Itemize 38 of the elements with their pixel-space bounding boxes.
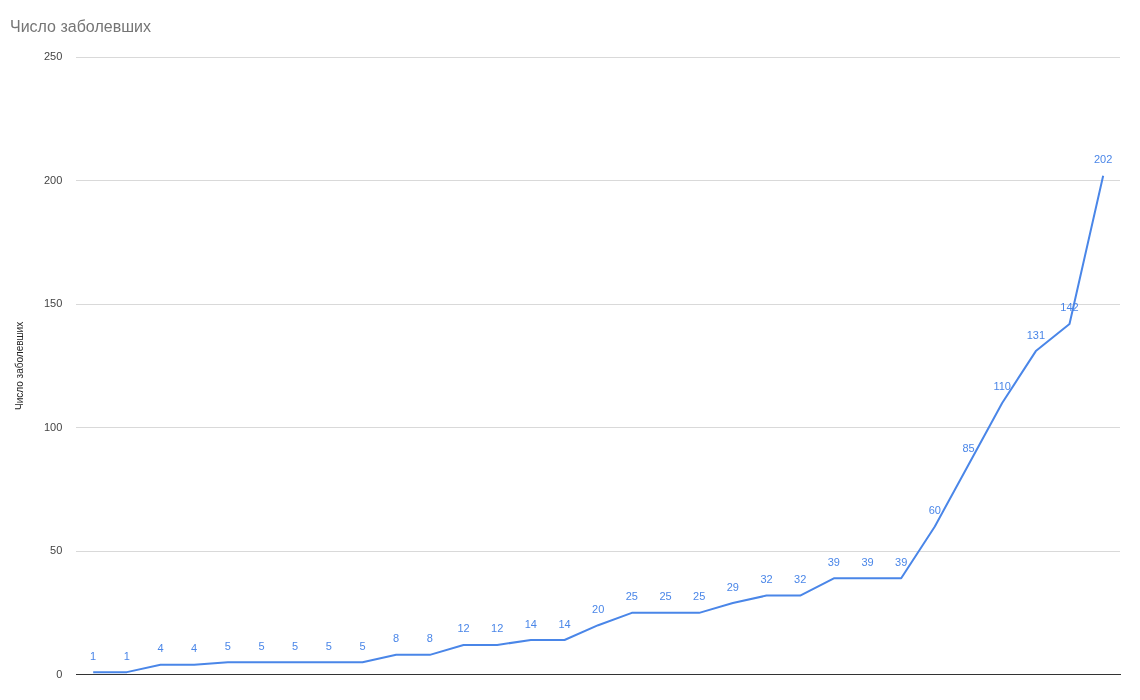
y-tick-label: 50 (50, 544, 63, 557)
data-label: 25 (659, 590, 672, 603)
data-label: 85 (962, 442, 975, 455)
data-label: 32 (760, 573, 773, 586)
y-tick-label: 100 (43, 420, 63, 433)
y-tick-label: 250 (43, 50, 63, 63)
data-label: 4 (191, 642, 198, 655)
data-label: 202 (1093, 153, 1113, 166)
data-label: 14 (558, 617, 571, 630)
chart-title: Число заболевших (10, 18, 151, 36)
data-label: 29 (726, 580, 739, 593)
data-label: 5 (224, 639, 231, 652)
data-label: 5 (325, 639, 332, 652)
data-label: 1 (123, 649, 130, 662)
data-label: 5 (359, 639, 366, 652)
data-label: 8 (393, 632, 400, 645)
data-label: 110 (993, 380, 1011, 393)
data-label: 60 (928, 503, 941, 516)
y-tick-label: 0 (56, 667, 63, 680)
data-label: 39 (861, 555, 874, 568)
data-label: 1 (90, 649, 97, 662)
y-axis-title: Число заболевших (13, 321, 25, 410)
y-tick-label: 200 (43, 173, 63, 186)
data-label: 25 (625, 590, 638, 603)
data-label: 20 (592, 602, 605, 615)
data-label: 25 (693, 590, 706, 603)
data-label: 4 (157, 642, 164, 655)
data-label: 131 (1026, 328, 1046, 341)
data-label: 5 (258, 639, 265, 652)
data-label: 8 (426, 632, 433, 645)
data-label: 39 (827, 555, 840, 568)
data-label: 12 (457, 622, 470, 635)
data-label: 39 (895, 555, 908, 568)
y-tick-label: 150 (43, 297, 63, 310)
data-label: 14 (524, 617, 537, 630)
data-label: 32 (794, 573, 807, 586)
data-label: 5 (292, 639, 299, 652)
data-label: 12 (491, 622, 504, 635)
